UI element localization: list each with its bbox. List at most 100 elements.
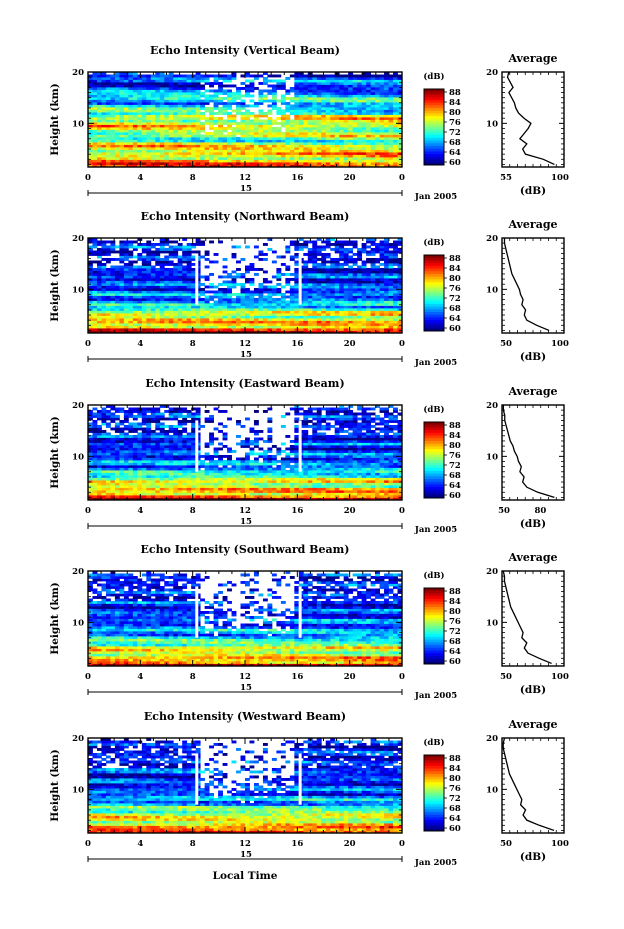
heatmap-cell (245, 265, 250, 269)
heatmap-cell (132, 149, 138, 153)
heatmap-cell (146, 305, 152, 309)
heatmap-cell (348, 320, 354, 324)
heatmap-cell (370, 290, 376, 294)
heatmap-cell (271, 313, 277, 316)
heatmap-cell (141, 313, 147, 316)
heatmap-cell (114, 318, 120, 321)
heatmap-cell (271, 320, 277, 324)
heatmap-cell (128, 109, 134, 113)
heatmap-cell (240, 310, 246, 314)
heatmap-cell (312, 152, 318, 155)
heatmap-cell (128, 310, 134, 314)
heatmap-cell (141, 152, 147, 155)
heatmap-cell (182, 77, 188, 80)
heatmap-cell (384, 300, 389, 304)
heatmap-cell (173, 245, 179, 249)
heatmap-cell (271, 275, 277, 279)
heatmap-cell (393, 313, 398, 316)
heatmap-cell (119, 243, 125, 246)
heatmap-cell (191, 162, 197, 165)
heatmap-cell (245, 318, 250, 321)
heatmap-cell (177, 300, 183, 304)
heatmap-cell (325, 157, 331, 160)
heatmap-cell (393, 77, 398, 80)
heatmap-cell (110, 74, 116, 78)
heatmap-cell (191, 74, 197, 78)
heatmap-cell (222, 258, 228, 261)
heatmap-cell (276, 310, 282, 314)
heatmap-cell (218, 298, 223, 301)
heatmap-cell (339, 162, 345, 165)
heatmap-cell (114, 308, 120, 311)
heatmap-cell (393, 109, 398, 113)
heatmap-cell (334, 298, 340, 301)
heatmap-cell (384, 154, 389, 158)
heatmap-cell (343, 164, 349, 168)
heatmap-cell (137, 278, 143, 281)
heatmap-cell (258, 139, 264, 143)
heatmap-cell (321, 139, 327, 143)
heatmap-cell (366, 308, 371, 311)
heatmap-cell (204, 117, 210, 120)
colorbar-segment (424, 317, 444, 321)
heatmap-cell (110, 144, 116, 148)
heatmap-cell (334, 84, 340, 88)
heatmap-cell (173, 300, 179, 304)
heatmap-cell (361, 270, 367, 274)
heatmap-cell (186, 250, 192, 254)
heatmap-cell (388, 273, 394, 276)
heatmap-cell (321, 260, 327, 264)
heatmap-cell (227, 127, 232, 130)
heatmap-cell (334, 270, 340, 274)
heatmap-cell (397, 318, 403, 321)
heatmap-cell (375, 89, 380, 93)
heatmap-cell (132, 162, 138, 165)
heatmap-cell (357, 300, 363, 304)
heatmap-cell (393, 84, 398, 88)
heatmap-cell (262, 330, 268, 334)
heatmap-cell (366, 313, 371, 316)
heatmap-cell (245, 162, 250, 165)
heatmap-cell (285, 268, 291, 271)
heatmap-cell (262, 313, 268, 316)
heatmap-cell (397, 109, 403, 113)
heatmap-cell (357, 94, 363, 98)
heatmap-cell (388, 275, 394, 279)
heatmap-cell (182, 250, 188, 254)
heatmap-cell (177, 265, 183, 269)
heatmap-cell (213, 89, 219, 93)
heatmap-cell (370, 162, 376, 165)
heatmap-cell (267, 117, 273, 120)
heatmap-cell (132, 112, 138, 115)
heatmap-cell (330, 77, 336, 80)
heatmap-cell (339, 159, 345, 163)
heatmap-cell (348, 79, 354, 83)
heatmap-cell (186, 260, 192, 264)
heatmap-cell (195, 313, 201, 316)
heatmap-cell (101, 293, 107, 296)
heatmap-cell (316, 263, 322, 266)
heatmap-cell (334, 92, 340, 95)
heatmap-cell (96, 330, 102, 334)
heatmap-cell (146, 315, 152, 319)
heatmap-cell (96, 144, 102, 148)
heatmap-cell (123, 255, 129, 259)
x-tick-label: 12 (239, 339, 251, 349)
heatmap-cell (182, 112, 188, 115)
heatmap-cell (370, 117, 376, 120)
heatmap-cell (397, 92, 403, 95)
heatmap-cell (330, 258, 336, 261)
colorbar-segment (424, 110, 444, 114)
heatmap-cell (298, 328, 304, 331)
heatmap-cell (218, 137, 223, 140)
heatmap-cell (150, 97, 156, 100)
colorbar-segment (424, 146, 444, 150)
heatmap-cell (92, 318, 98, 321)
heatmap-cell (375, 164, 380, 168)
data-gap (195, 253, 199, 305)
heatmap-cell (218, 330, 223, 334)
heatmap-cell (227, 273, 232, 276)
heatmap-cell (182, 114, 188, 118)
heatmap-cell (119, 260, 125, 264)
heatmap-cell (393, 293, 398, 296)
